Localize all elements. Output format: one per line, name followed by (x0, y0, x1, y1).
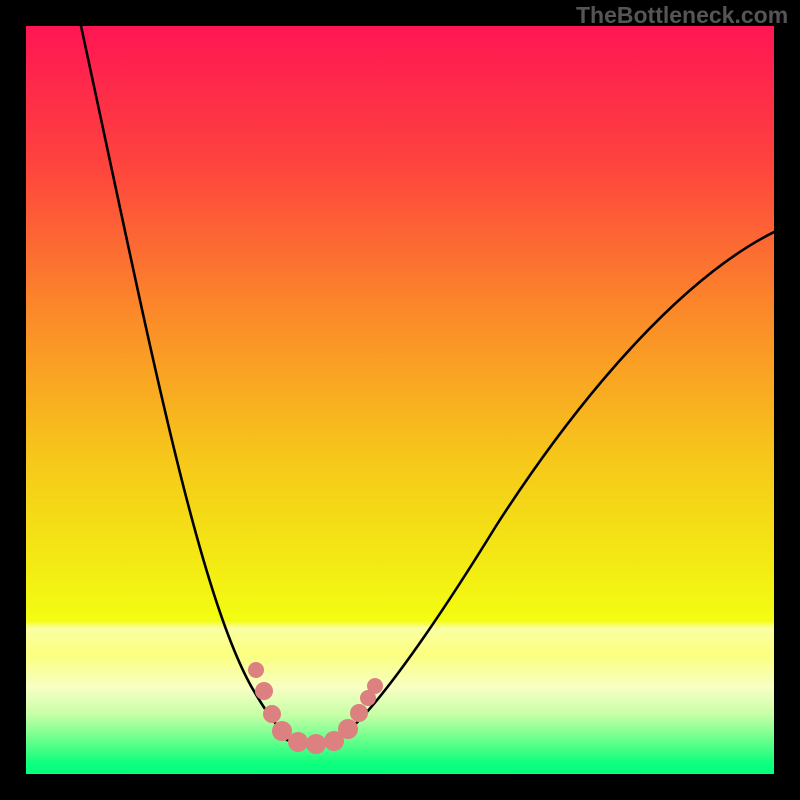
marker-dot (367, 678, 383, 694)
marker-dot (350, 704, 368, 722)
gradient-background (26, 26, 774, 774)
marker-dot (263, 705, 281, 723)
marker-dot (288, 732, 308, 752)
watermark-text: TheBottleneck.com (576, 2, 788, 29)
chart-svg (26, 26, 774, 774)
marker-dot (248, 662, 264, 678)
marker-dot (255, 682, 273, 700)
marker-dot (338, 719, 358, 739)
plot-area (26, 26, 774, 774)
marker-dot (306, 734, 326, 754)
